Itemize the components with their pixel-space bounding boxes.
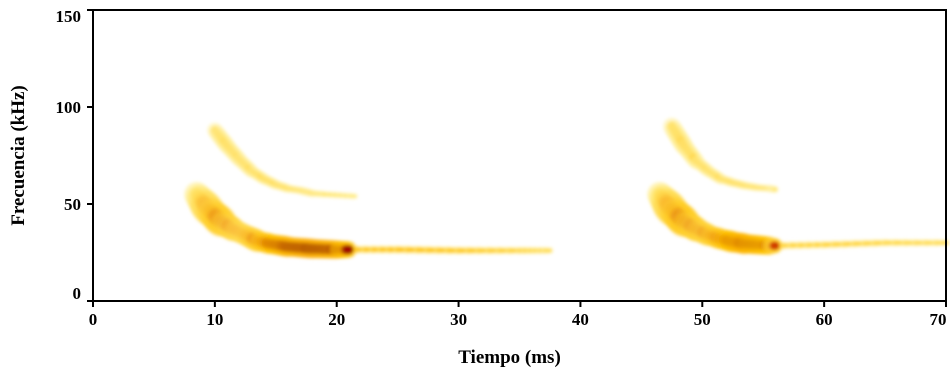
x-axis: 0 10 20 30 40 50 60 70 [89, 301, 947, 329]
y-tick-label: 0 [73, 284, 82, 303]
x-tick-label: 40 [572, 310, 589, 329]
x-tick-label: 10 [206, 310, 223, 329]
plot-frame [92, 9, 947, 302]
x-axis-title: Tiempo (ms) [458, 347, 561, 368]
call-1-fundamental-band [184, 181, 358, 259]
y-axis-title: Frecuencia (kHz) [8, 85, 29, 226]
x-tick-label: 50 [694, 310, 711, 329]
x-tick-label: 20 [328, 310, 345, 329]
call-1-harmonic-band [207, 122, 359, 200]
x-tick-label: 60 [816, 310, 833, 329]
call-2-harmonic-band [663, 117, 779, 193]
y-axis: 0 50 100 150 [56, 7, 93, 303]
call-2-fundamental-band [647, 181, 783, 255]
y-tick-label: 50 [64, 195, 81, 214]
y-tick-label: 150 [56, 7, 82, 26]
x-tick-label: 0 [89, 310, 98, 329]
call-1-tail-band [344, 245, 554, 255]
x-tick-label: 30 [450, 310, 467, 329]
x-tick-label: 70 [930, 310, 947, 329]
call-2-tail-band [771, 239, 950, 250]
y-tick-label: 100 [56, 98, 82, 117]
spectrogram-marks [184, 117, 950, 259]
plot-area [184, 117, 950, 259]
